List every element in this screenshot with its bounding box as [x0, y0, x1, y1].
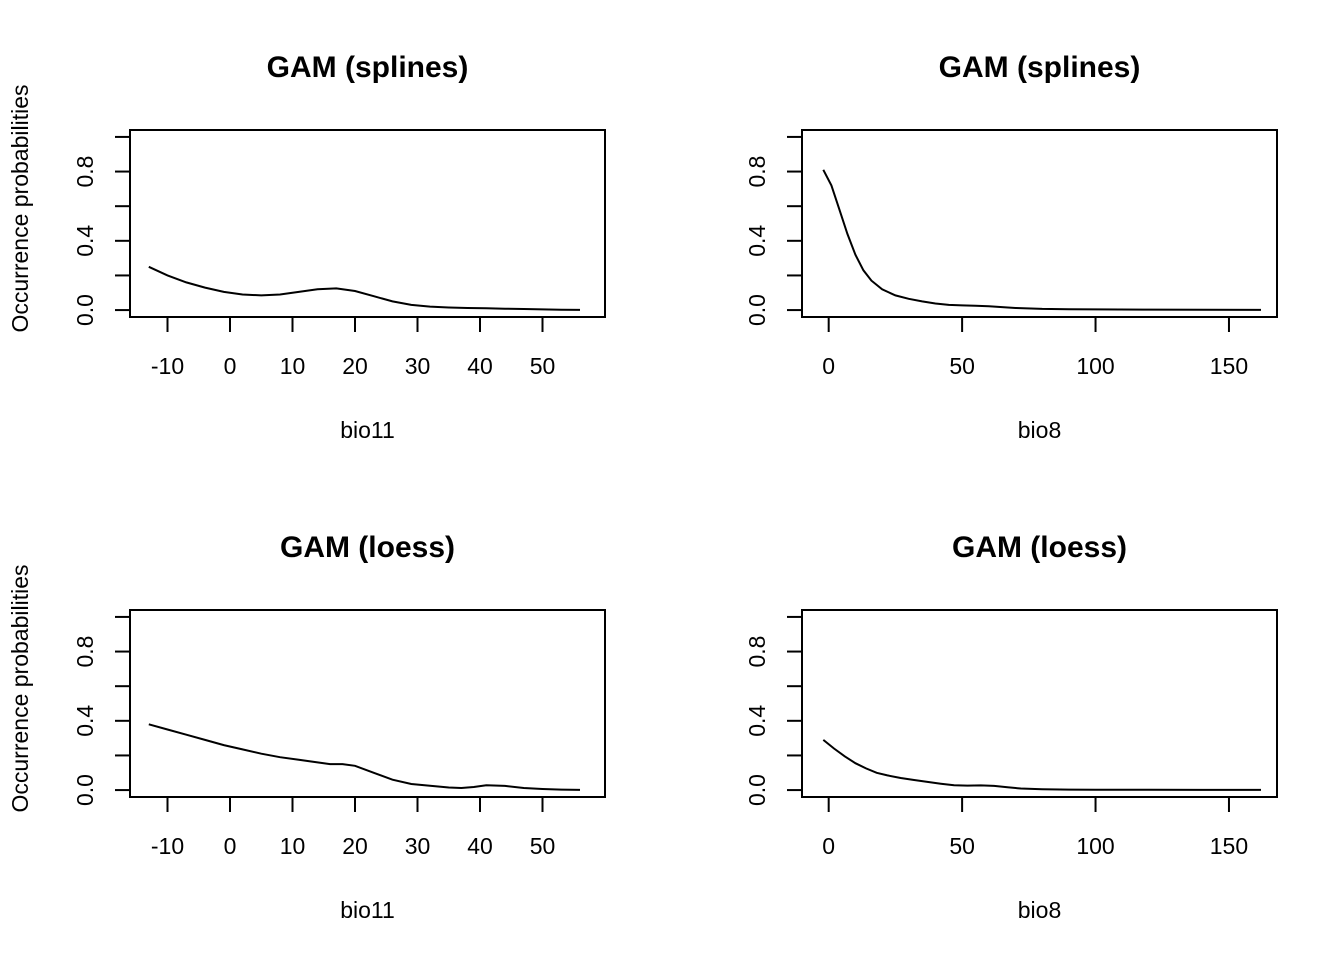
chart-title: GAM (loess)	[280, 531, 455, 564]
panel-bio11-loess: GAM (loess) -10 0 10 20 30 40 50 0.0 0.4 0.8 bio11 O…	[7, 531, 606, 923]
plot-frame	[801, 129, 1278, 318]
x-tick-label: 0	[822, 353, 835, 379]
panel-bio11-splines: GAM (splines) -10 0 10 20 30 40 50 0.0 0.4 0.8 bio1…	[7, 51, 606, 443]
y-tick-label: 0.0	[72, 294, 98, 326]
x-tick-label: 100	[1076, 833, 1114, 859]
x-tick-label: 0	[224, 833, 237, 859]
y-tick-label: 0.0	[744, 294, 770, 326]
plot-frame	[801, 609, 1278, 798]
y-tick-label: 0.4	[72, 225, 98, 257]
y-tick-label: 0.0	[72, 774, 98, 806]
panel-bio8-splines: GAM (splines) 0 50 100 150 0.0 0.4 0.8 bio8	[744, 51, 1278, 443]
x-tick-label: 30	[405, 833, 431, 859]
x-tick-label: 10	[280, 833, 306, 859]
y-tick-label: 0.8	[72, 156, 98, 188]
x-axis-label: bio8	[1018, 897, 1061, 923]
x-tick-label: 20	[342, 353, 368, 379]
x-tick-label: -10	[151, 353, 184, 379]
x-axis-label: bio11	[340, 897, 395, 923]
x-tick-label: 50	[530, 833, 556, 859]
x-tick-label: 0	[822, 833, 835, 859]
x-tick-label: 10	[280, 353, 306, 379]
y-axis-label: Occurrence probabilities	[7, 84, 33, 332]
x-tick-label: 150	[1210, 353, 1248, 379]
chart-title: GAM (loess)	[952, 531, 1127, 564]
x-tick-label: -10	[151, 833, 184, 859]
y-tick-label: 0.4	[744, 705, 770, 737]
x-tick-label: 40	[467, 833, 493, 859]
y-tick-label: 0.8	[744, 156, 770, 188]
chart-title: GAM (splines)	[267, 51, 469, 84]
y-tick-label: 0.4	[744, 225, 770, 257]
x-axis-label: bio8	[1018, 417, 1061, 443]
plot-frame	[129, 129, 606, 318]
x-tick-label: 30	[405, 353, 431, 379]
y-tick-label: 0.4	[72, 705, 98, 737]
x-tick-label: 100	[1076, 353, 1114, 379]
x-tick-label: 0	[224, 353, 237, 379]
y-tick-label: 0.0	[744, 774, 770, 806]
series-line	[148, 265, 581, 311]
y-tick-label: 0.8	[744, 636, 770, 668]
x-tick-label: 50	[530, 353, 556, 379]
chart-title: GAM (splines)	[939, 51, 1141, 84]
plot-frame	[129, 609, 606, 798]
x-tick-label: 50	[949, 833, 975, 859]
x-tick-label: 50	[949, 353, 975, 379]
y-tick-label: 0.8	[72, 636, 98, 668]
x-tick-label: 150	[1210, 833, 1248, 859]
x-tick-label: 20	[342, 833, 368, 859]
x-tick-label: 40	[467, 353, 493, 379]
series-line	[822, 739, 1261, 791]
panel-bio8-loess: GAM (loess) 0 50 100 150 0.0 0.4 0.8 bio8	[744, 531, 1278, 923]
x-axis-label: bio11	[340, 417, 395, 443]
y-axis-label: Occurrence probabilities	[7, 564, 33, 812]
series-line	[822, 169, 1262, 311]
series-line	[148, 723, 581, 791]
